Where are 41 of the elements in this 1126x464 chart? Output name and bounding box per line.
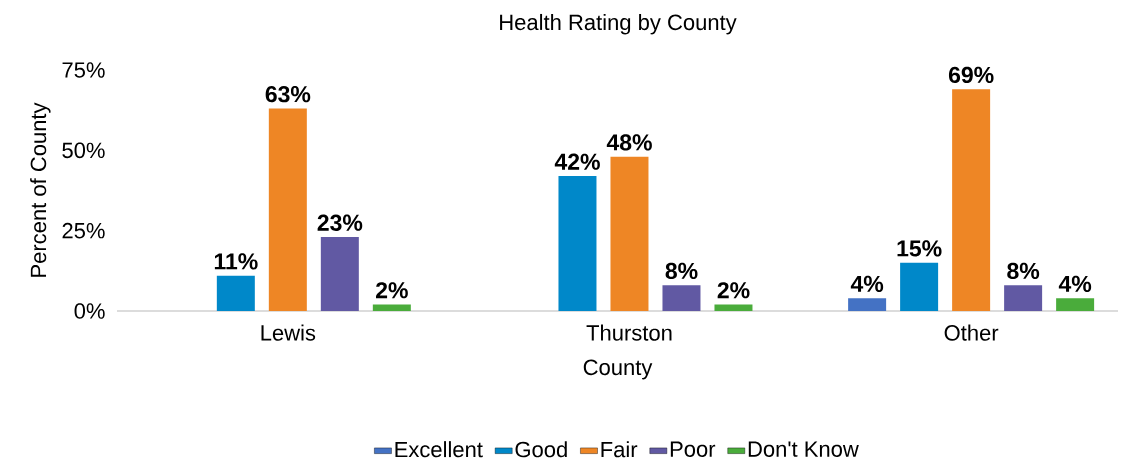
bar xyxy=(952,89,991,311)
x-axis-title: County xyxy=(583,359,653,380)
bar xyxy=(662,285,701,311)
x-tick-label: Lewis xyxy=(261,324,316,341)
bar xyxy=(900,262,939,311)
data-label: 69% xyxy=(948,66,994,83)
bar xyxy=(268,108,307,311)
legend-label: Poor xyxy=(670,441,716,457)
data-label: 48% xyxy=(606,134,652,151)
data-label: 8% xyxy=(665,262,698,279)
data-label: 4% xyxy=(1058,275,1092,292)
legend-label: Fair xyxy=(601,440,638,458)
bar xyxy=(1056,297,1095,311)
bar xyxy=(320,236,359,311)
data-label: 63% xyxy=(265,85,311,103)
y-axis-title: Percent of County xyxy=(30,102,51,277)
data-label: 11% xyxy=(214,253,258,270)
bar xyxy=(610,156,649,311)
bar xyxy=(372,304,411,311)
x-tick-label: Thurston xyxy=(586,324,672,341)
data-label: 2% xyxy=(717,281,750,299)
chart-title: Health Rating by County xyxy=(500,13,737,35)
legend-label: Excellent xyxy=(395,440,483,458)
y-tick-label: 25% xyxy=(62,222,105,239)
y-tick-label: 0% xyxy=(74,303,105,319)
bar xyxy=(848,297,887,311)
legend-label: Don't Know xyxy=(748,441,859,457)
data-label: 4% xyxy=(850,275,884,292)
bar xyxy=(1004,285,1043,311)
y-tick-label: 50% xyxy=(62,142,105,158)
data-label: 8% xyxy=(1007,262,1040,279)
bar xyxy=(558,175,597,311)
bar xyxy=(714,304,753,311)
data-label: 2% xyxy=(376,281,408,299)
x-tick-label: Other xyxy=(944,324,999,341)
legend-label: Good xyxy=(515,440,567,458)
data-label: 23% xyxy=(317,214,363,231)
y-tick-label: 75% xyxy=(62,62,105,78)
bar xyxy=(216,275,255,311)
data-label: 42% xyxy=(554,153,600,170)
data-label: 15% xyxy=(897,240,942,257)
